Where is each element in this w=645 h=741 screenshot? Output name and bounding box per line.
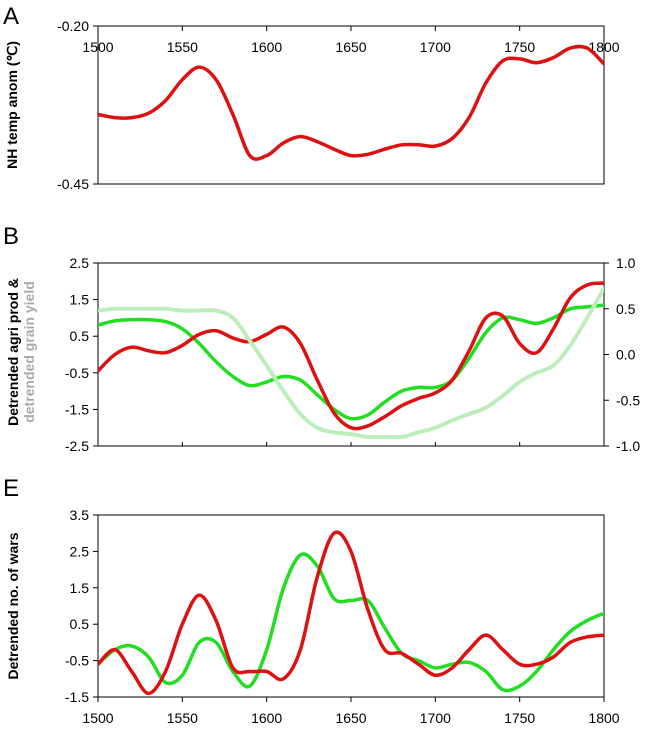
x-tick-label: 1750 <box>504 39 535 55</box>
y-tick-label: 2.5 <box>70 255 90 271</box>
y-tick-label: -2.5 <box>65 438 89 454</box>
x-tick-label: 1800 <box>588 39 619 55</box>
y2-tick-label: 0.5 <box>616 301 636 317</box>
y-tick-label: 1.5 <box>70 292 90 308</box>
series-line-1 <box>98 44 604 161</box>
y-axis-label: Detrended agri prod &detrended grain yie… <box>5 278 37 426</box>
panel-a: A -0.20 -0.45 1500 1550 1600 1650 1700 1750 1800 N… <box>3 3 620 192</box>
series-line-3 <box>98 286 604 440</box>
x-tick-label: 1550 <box>167 710 198 726</box>
y-tick-label: 0.5 <box>70 616 90 632</box>
x-tick-label: 1550 <box>167 39 198 55</box>
x-tick-label: 1600 <box>251 39 282 55</box>
y-tick-label: -0.45 <box>57 176 89 192</box>
x-tick-label: 1650 <box>335 39 366 55</box>
plot-frame <box>97 514 605 698</box>
y2-tick-label: -1.0 <box>616 438 640 454</box>
y2-tick-label: 0.0 <box>616 347 636 363</box>
series-line-2 <box>98 530 604 696</box>
y-axis-label: Detrended no. of wars <box>5 532 21 679</box>
x-tick-label: 1650 <box>335 710 366 726</box>
y2-tick-label: 1.0 <box>616 255 636 271</box>
y-tick-label: -0.5 <box>65 365 89 381</box>
panel-e: E 3.5 2.5 1.5 0.5 -0.5 -1.5 1500 1550 1600 1650 170… <box>3 475 620 726</box>
y-tick-label: -0.5 <box>65 653 89 669</box>
y-tick-label: 2.5 <box>70 543 90 559</box>
y2-tick-label: -0.5 <box>616 392 640 408</box>
panel-label: A <box>3 3 19 30</box>
y-tick-label: 1.5 <box>70 580 90 596</box>
panel-label: E <box>3 475 19 502</box>
y-tick-label: 3.5 <box>70 507 90 523</box>
x-tick-label: 1500 <box>82 710 113 726</box>
x-tick-label: 1750 <box>504 710 535 726</box>
series-line-1 <box>98 303 604 421</box>
series-line-2 <box>98 281 604 431</box>
x-tick-label: 1500 <box>82 39 113 55</box>
x-tick-label: 1600 <box>251 710 282 726</box>
series-line-1 <box>98 552 604 693</box>
y-axis-label-line1: Detrended agri prod & <box>5 278 21 426</box>
x-tick-label: 1700 <box>420 710 451 726</box>
panel-b: B 2.5 1.5 0.5 -0.5 -1.5 -2.5 1.0 0.5 0.0 -0.5 -1.0 D… <box>3 223 640 454</box>
x-tick-label: 1700 <box>420 39 451 55</box>
y-tick-label: -1.5 <box>65 401 89 417</box>
y-axis-label: NH temp anom (℃) <box>4 41 20 169</box>
y-tick-label: -0.20 <box>57 18 89 34</box>
panel-label: B <box>3 223 19 250</box>
x-tick-label: 1800 <box>588 710 619 726</box>
y-tick-label: 0.5 <box>70 328 90 344</box>
y-tick-label: -1.5 <box>65 689 89 705</box>
y-axis-label-line2: detrended grain yield <box>21 281 37 423</box>
